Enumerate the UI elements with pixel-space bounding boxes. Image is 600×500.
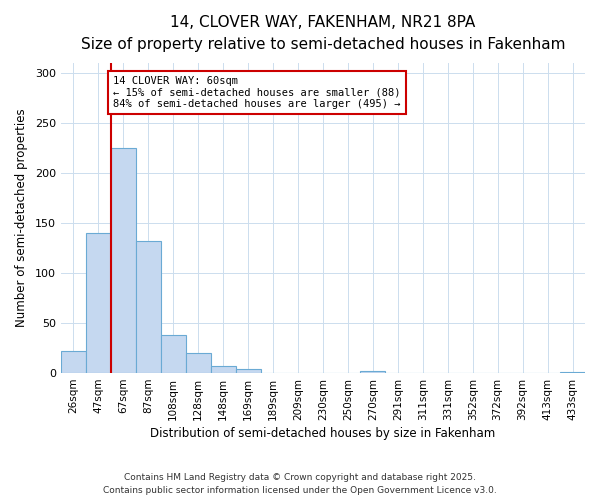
Bar [111,148,136,373]
Bar [61,351,86,373]
X-axis label: Distribution of semi-detached houses by size in Fakenham: Distribution of semi-detached houses by … [151,427,496,440]
Bar [136,241,161,373]
Bar [361,371,385,373]
Title: 14, CLOVER WAY, FAKENHAM, NR21 8PA
Size of property relative to semi-detached ho: 14, CLOVER WAY, FAKENHAM, NR21 8PA Size … [81,15,565,52]
Bar [560,372,585,373]
Bar [236,369,260,373]
Y-axis label: Number of semi-detached properties: Number of semi-detached properties [15,109,28,328]
Bar [211,366,236,373]
Text: 14 CLOVER WAY: 60sqm
← 15% of semi-detached houses are smaller (88)
84% of semi-: 14 CLOVER WAY: 60sqm ← 15% of semi-detac… [113,76,401,110]
Bar [161,335,186,373]
Bar [86,233,111,373]
Text: Contains HM Land Registry data © Crown copyright and database right 2025.
Contai: Contains HM Land Registry data © Crown c… [103,474,497,495]
Bar [186,353,211,373]
